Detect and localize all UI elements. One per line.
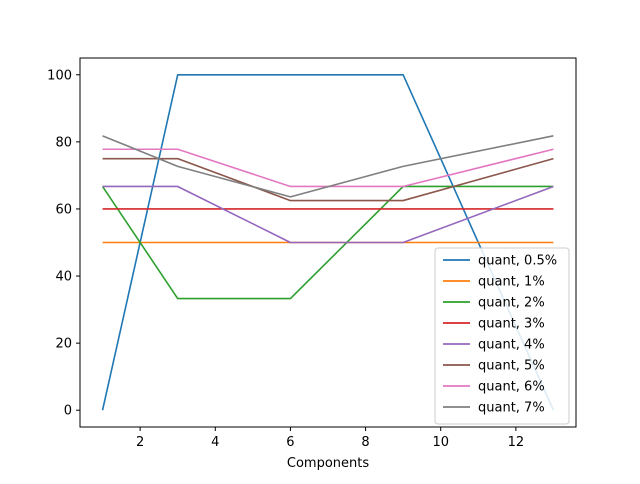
- x-axis-label: Components: [287, 456, 369, 471]
- series-line-7: [102, 135, 554, 198]
- x-tick-label-1: 4: [211, 435, 219, 450]
- x-tick-label-2: 6: [286, 435, 294, 450]
- x-axis-ticks: 2 4 6 8 10 12: [136, 427, 524, 450]
- legend-label-3: quant, 3%: [478, 317, 545, 332]
- x-tick-label-0: 2: [136, 435, 144, 450]
- y-axis-ticks: 0 20 40 60 80 100: [47, 68, 80, 419]
- legend-label-1: quant, 1%: [478, 275, 545, 290]
- x-tick-label-4: 10: [432, 435, 449, 450]
- series-line-6: [102, 148, 554, 188]
- y-tick-label-2: 40: [55, 270, 72, 285]
- legend-box: [434, 247, 570, 425]
- legend-label-2: quant, 2%: [478, 296, 545, 311]
- legend-label-4: quant, 4%: [478, 338, 545, 353]
- series-line-5: [102, 157, 554, 202]
- y-tick-label-1: 20: [55, 337, 72, 352]
- y-tick-label-5: 100: [47, 68, 72, 83]
- series-lines: [101, 73, 555, 411]
- legend-label-6: quant, 6%: [478, 380, 545, 395]
- series-line-4: [102, 185, 554, 244]
- x-tick-label-3: 8: [361, 435, 369, 450]
- legend-label-7: quant, 7%: [478, 401, 545, 416]
- legend-label-5: quant, 5%: [478, 359, 545, 374]
- x-tick-label-5: 12: [508, 435, 525, 450]
- plot-frame: [79, 57, 577, 428]
- y-tick-label-4: 80: [55, 135, 72, 150]
- y-tick-label-0: 0: [64, 404, 72, 419]
- legend: quant, 0.5% quant, 1% quant, 2% quant, 3% qu…: [434, 247, 570, 425]
- legend-label-0: quant, 0.5%: [478, 254, 557, 269]
- y-tick-label-3: 60: [55, 202, 72, 217]
